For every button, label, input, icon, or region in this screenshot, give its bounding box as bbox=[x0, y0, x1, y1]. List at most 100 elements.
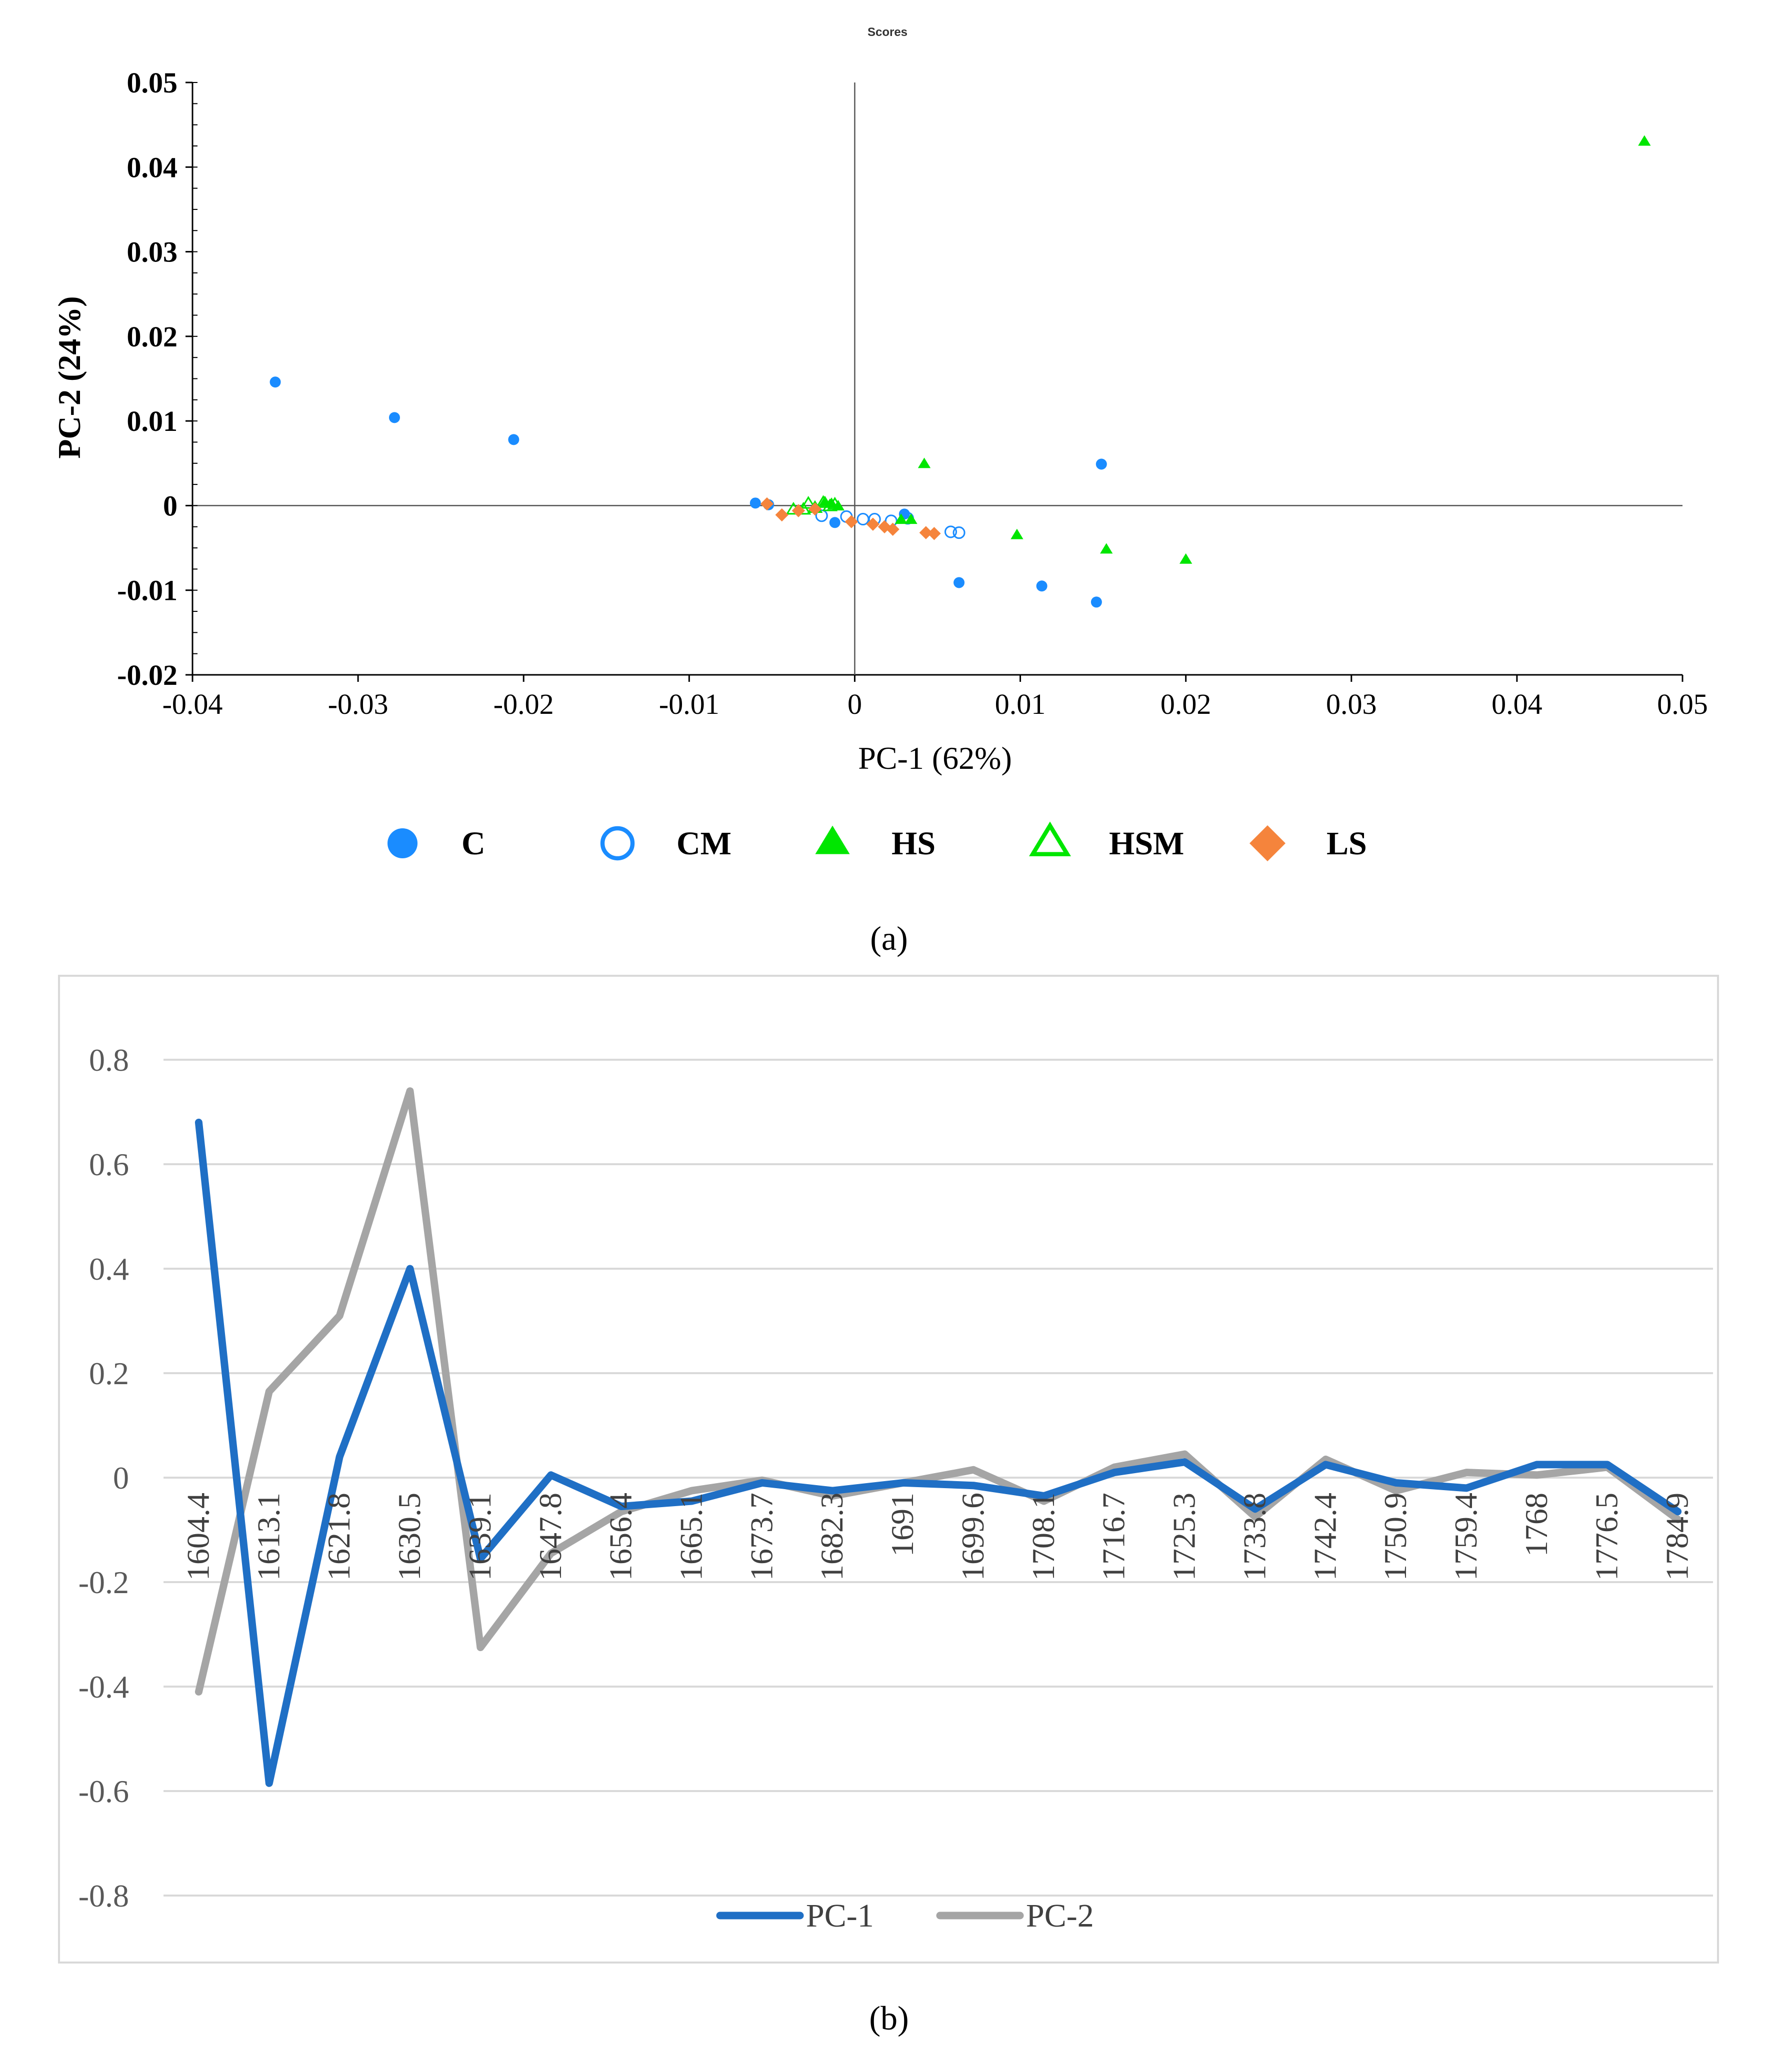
legend-marker-hs bbox=[815, 825, 850, 854]
scatter-point-hsm bbox=[822, 498, 838, 511]
line-x-category-label: 1759.4 bbox=[1448, 1493, 1484, 1581]
legend-label-hs: HS bbox=[892, 825, 936, 862]
scatter-point-hs bbox=[1180, 553, 1192, 564]
scatter-point-c bbox=[1096, 458, 1107, 470]
scatter-point-c bbox=[954, 577, 965, 588]
line-legend: PC-1 PC-2 bbox=[716, 1898, 1094, 1934]
line-x-category-label: 1682.3 bbox=[814, 1493, 850, 1581]
scatter-point-ls bbox=[928, 527, 941, 540]
line-x-category-label: 1691 bbox=[884, 1493, 920, 1557]
line-x-category-label: 1742.4 bbox=[1307, 1493, 1342, 1581]
line-x-category-label: 1639.1 bbox=[462, 1493, 498, 1581]
line-series-pc-2 bbox=[194, 1087, 1682, 1696]
line-x-category-label: 1699.6 bbox=[955, 1493, 990, 1581]
legend-marker-hsm bbox=[1029, 821, 1071, 856]
scatter-point-cm bbox=[815, 509, 828, 522]
scatter-point-ls bbox=[844, 515, 858, 528]
scatter-y-tick-label: 0 bbox=[163, 489, 178, 522]
scatter-point-ls bbox=[760, 497, 774, 511]
scatter-point-hs bbox=[918, 457, 931, 468]
scatter-point-ls bbox=[919, 526, 933, 539]
scatter-point-c bbox=[1036, 580, 1048, 592]
caption-a: (a) bbox=[870, 919, 908, 957]
legend-label-pc-1: PC-1 bbox=[806, 1898, 874, 1934]
legend-marker-ls bbox=[1250, 825, 1286, 861]
scatter-y-tick-label: 0.04 bbox=[127, 151, 178, 183]
scatter-point-ls bbox=[866, 517, 880, 531]
line-x-category-label: 1621.8 bbox=[321, 1493, 356, 1581]
scatter-x-tick-label: 0.01 bbox=[995, 688, 1046, 720]
scatter-x-axis-label: PC-1 (62%) bbox=[858, 740, 1012, 776]
scatter-point-ls bbox=[775, 508, 788, 522]
scatter-point-hs bbox=[894, 513, 908, 524]
line-x-category-label: 1673.7 bbox=[744, 1493, 779, 1581]
loadings-line-chart: 0.8 0.6 0.4 0.2 0 -0.2 -0.4 -0.6 -0.8 1604.4 1613… bbox=[58, 975, 1719, 2037]
line-y-tick-label: -0.6 bbox=[78, 1774, 129, 1809]
scatter-y-tick-label: -0.02 bbox=[117, 659, 178, 691]
scatter-legend: C CM HS HSM LS bbox=[388, 821, 1367, 862]
scatter-y-tick-label: 0.03 bbox=[127, 236, 178, 268]
legend-label-c: C bbox=[462, 825, 486, 862]
line-x-category-label: 1647.8 bbox=[532, 1493, 568, 1581]
line-y-tick-label: 0.6 bbox=[89, 1147, 129, 1182]
scatter-title: Scores bbox=[868, 25, 908, 39]
scatter-x-tick-label: 0.03 bbox=[1326, 688, 1377, 720]
line-y-tick-label: -0.2 bbox=[78, 1565, 129, 1600]
scatter-x-tick-label: -0.03 bbox=[328, 688, 388, 720]
scatter-point-hs bbox=[1100, 543, 1113, 554]
line-y-tick-label: 0.8 bbox=[89, 1042, 129, 1078]
scatter-x-tick-label: 0 bbox=[848, 688, 862, 720]
scatter-point-c bbox=[1090, 596, 1102, 608]
line-y-tick-label: 0.4 bbox=[89, 1251, 129, 1287]
scatter-series-ls bbox=[760, 497, 941, 540]
scatter-point-ls bbox=[808, 502, 822, 516]
legend-label-cm: CM bbox=[676, 825, 732, 862]
scatter-point-cm bbox=[952, 526, 966, 539]
scatter-point-hs bbox=[1010, 528, 1024, 539]
scatter-point-hs bbox=[904, 513, 918, 524]
scatter-x-tick-label: 0.02 bbox=[1160, 688, 1212, 720]
scatter-x-tick-label: -0.04 bbox=[162, 688, 223, 720]
scatter-point-hs bbox=[1638, 135, 1651, 146]
line-x-category-label: 1776.5 bbox=[1589, 1493, 1624, 1581]
line-x-category-label: 1768 bbox=[1518, 1493, 1554, 1557]
scores-scatter-chart: Scores 0.05 0.04 0.03 0.02 0.01 0 -0.01 -0.02 -… bbox=[52, 25, 1708, 957]
scatter-point-c bbox=[270, 376, 281, 388]
scatter-point-c bbox=[508, 434, 520, 445]
scatter-y-tick-label: 0.01 bbox=[127, 405, 178, 437]
scatter-x-tick-label: -0.02 bbox=[494, 688, 554, 720]
line-x-category-label: 1725.3 bbox=[1166, 1493, 1202, 1581]
legend-marker-c bbox=[388, 828, 418, 858]
line-x-category-label: 1716.7 bbox=[1096, 1493, 1132, 1581]
line-series-pc-1 bbox=[194, 1118, 1682, 1787]
legend-label-ls: LS bbox=[1326, 825, 1367, 862]
line-x-category-label: 1665.1 bbox=[673, 1493, 708, 1581]
scatter-point-hsm bbox=[800, 496, 816, 509]
scatter-y-axis-label: PC-2 (24%) bbox=[52, 296, 87, 458]
scatter-point-c bbox=[388, 412, 400, 423]
scatter-series-c bbox=[270, 376, 1107, 608]
caption-b: (b) bbox=[869, 1999, 908, 2037]
line-x-category-label: 1733.8 bbox=[1236, 1493, 1272, 1581]
legend-label-hsm: HSM bbox=[1109, 825, 1184, 862]
scatter-point-cm bbox=[856, 512, 870, 526]
scatter-y-tick-label: 0.05 bbox=[127, 66, 178, 99]
scatter-point-hsm bbox=[827, 496, 843, 510]
scatter-series-hs bbox=[818, 135, 1651, 564]
scatter-point-ls bbox=[886, 522, 900, 536]
scatter-point-c bbox=[829, 517, 840, 528]
line-y-tick-label: 0.2 bbox=[89, 1356, 129, 1391]
scatter-point-hsm bbox=[816, 495, 831, 508]
scatter-y-tick-label: -0.01 bbox=[117, 574, 178, 607]
line-x-category-label: 1708.1 bbox=[1026, 1493, 1061, 1581]
scatter-y-tick-label: 0.02 bbox=[127, 320, 178, 353]
scatter-point-cm bbox=[944, 525, 958, 538]
line-y-tick-label: 0 bbox=[113, 1460, 129, 1496]
line-x-category-label: 1604.4 bbox=[180, 1493, 216, 1581]
line-x-category-label: 1750.9 bbox=[1378, 1493, 1413, 1581]
line-x-category-label: 1784.9 bbox=[1660, 1493, 1695, 1581]
line-y-tick-label: -0.4 bbox=[78, 1669, 129, 1705]
line-x-category-label: 1630.5 bbox=[392, 1493, 427, 1581]
scatter-point-ls bbox=[792, 504, 806, 517]
